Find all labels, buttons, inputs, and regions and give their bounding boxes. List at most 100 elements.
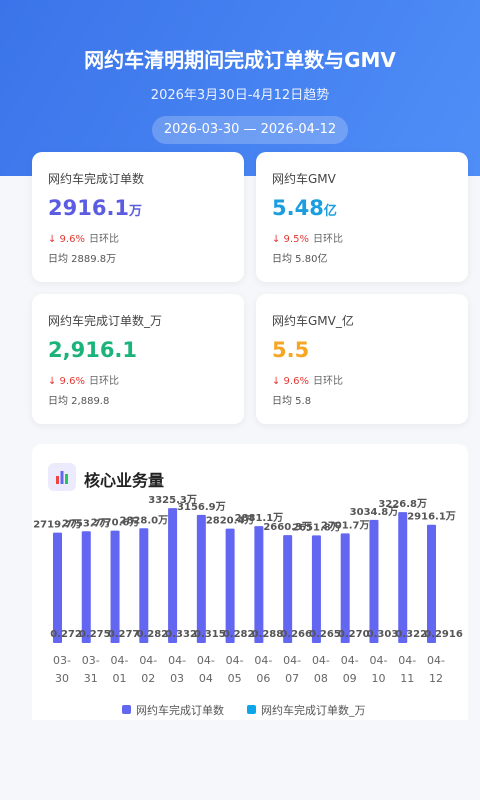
value-label: 0.2652: [309, 629, 348, 640]
kpi-average: 日均 5.8: [272, 396, 312, 407]
x-tick-label: 03-30: [53, 654, 71, 685]
bar: [168, 508, 178, 643]
value-label: 2651.8万: [292, 521, 341, 533]
value-label: 0.3035: [367, 629, 406, 640]
change-label: 日环比: [312, 234, 343, 245]
section-title: 核心业务量: [84, 471, 165, 490]
bar: [369, 519, 379, 643]
kpi-number: 2,916.1: [48, 338, 138, 362]
x-tick-label: 04-12: [427, 654, 445, 685]
change-value: ↓ 9.6%: [48, 234, 85, 245]
kpi-card: 网约车GMV_亿 5.5 ↓ 9.6% 日环比 日均 5.8: [256, 294, 468, 424]
chart-icon: [48, 463, 76, 491]
value-label: 3034.8万: [350, 506, 399, 518]
bar: [398, 512, 408, 643]
kpi-number: 2916.1: [48, 196, 130, 220]
kpi-label: 网约车GMV_亿: [272, 314, 354, 328]
value-label: 2753.7万: [62, 517, 111, 529]
x-tick-label: 03-31: [81, 654, 100, 685]
kpi-card: 网约车GMV 5.48亿 ↓ 9.5% 日环比日均 5.80亿: [256, 152, 468, 282]
chart-card: 核心业务量 2719.7万 0.2720 2753.7万 0.2753 2770.6万 0…: [32, 444, 468, 720]
x-tick-label: 04-06: [254, 654, 273, 685]
value-label: 0.2820: [223, 629, 262, 640]
bar: [254, 526, 264, 643]
header: [0, 0, 480, 176]
change-label: 日环比: [312, 376, 343, 387]
date-range[interactable]: 2026-03-30 — 2026-04-12: [152, 116, 348, 144]
kpi-card: 网约车完成订单数 2916.1万 ↓ 9.6% 日环比日均 2889.8万: [32, 152, 244, 282]
legend-label: 网约车完成订单数: [136, 704, 224, 717]
kpi-change: ↓ 9.6% 日环比: [48, 230, 119, 245]
value-label: 2820.4万: [206, 515, 255, 527]
x-tick-label: 04-07: [283, 654, 302, 685]
change-label: 日环比: [88, 234, 119, 245]
value-label: 2701.7万: [321, 519, 370, 531]
kpi-label: 网约车完成订单数_万: [48, 314, 163, 328]
kpi-average: 日均 2,889.8: [48, 396, 110, 407]
bar: [53, 532, 62, 643]
change-value: ↓ 9.6%: [272, 376, 309, 387]
value-label: 2770.6万: [91, 517, 140, 529]
change-label: 日环比: [88, 376, 119, 387]
legend-item: 网约车完成订单数: [122, 702, 224, 718]
x-tick-label: 04-04: [196, 654, 215, 685]
icon: [56, 471, 68, 484]
kpi-value: 5.48亿: [272, 196, 337, 220]
kpi-value: 5.5: [272, 338, 309, 362]
legend-label: 网约车完成订单数_万: [261, 704, 366, 717]
bar: [225, 528, 235, 643]
subtitle: 2026年3月30日-4月12日趋势: [150, 88, 330, 103]
kpi-label: 网约车完成订单数: [48, 172, 145, 186]
bar: [81, 531, 91, 643]
kpi-number: 5.48: [272, 196, 324, 220]
kpi-number: 5.5: [272, 338, 310, 362]
kpi-change: ↓ 9.5% 日环比: [272, 230, 343, 245]
value-label: 0.2753: [79, 629, 118, 640]
value-label: 3226.8万: [378, 498, 427, 510]
chart: 2719.7万 0.2720 2753.7万 0.2753 2770.6万 0.2771 2…: [33, 494, 463, 643]
change-value: ↓ 9.6%: [48, 376, 85, 387]
value-label: 0.2702: [338, 629, 377, 640]
value-label: 0.3157: [194, 629, 233, 640]
kpi-value: 2,916.1: [48, 338, 137, 362]
value-label: 2881.1万: [235, 512, 284, 524]
kpi-change: ↓ 9.6% 日环比: [272, 372, 343, 387]
bar: [110, 530, 120, 643]
kpi-label: 网约车GMV: [272, 172, 336, 186]
value-label: 2828.0万: [120, 514, 169, 526]
x-tick-label: 04-02: [139, 654, 158, 685]
x-tick-label: 04-11: [398, 654, 417, 685]
kpi-average: 日均 5.80亿: [272, 254, 328, 265]
legend-swatch: [247, 705, 256, 714]
value-label: 2916.1万: [407, 511, 456, 523]
change-value: ↓ 9.5%: [272, 234, 309, 245]
kpi-value: 2916.1万: [48, 196, 142, 220]
x-tick-label: 04-01: [110, 654, 129, 685]
value-label: 0.2771: [108, 629, 147, 640]
value-label: 3156.9万: [177, 501, 226, 513]
value-label: 0.2916: [424, 629, 463, 640]
x-tick-label: 04-08: [311, 654, 330, 685]
bar: [427, 524, 436, 643]
value-label: 0.3325: [165, 629, 204, 640]
value-label: 0.2720: [50, 629, 89, 640]
kpi-unit: 万: [129, 204, 143, 219]
value-label: 0.3227: [395, 629, 434, 640]
x-tick-label: 04-05: [225, 654, 244, 685]
kpi-change: ↓ 9.6% 日环比: [48, 372, 119, 387]
value-label: 3325.3万: [148, 494, 197, 506]
value-label: 2719.7万: [33, 519, 82, 531]
bar: [139, 528, 149, 643]
bar: [340, 533, 350, 643]
title: 网约车清明期间完成订单数与GMV: [84, 48, 396, 72]
value-label: 0.2660: [280, 629, 319, 640]
x-tick-label: 04-03: [168, 654, 187, 685]
x-tick-label: 04-10: [369, 654, 388, 685]
x-tick-label: 04-09: [340, 654, 359, 685]
bar: [311, 535, 321, 643]
bar: [196, 514, 206, 643]
kpi-card: 网约车完成订单数_万 2,916.1 ↓ 9.6% 日环比日均 2,889.8: [32, 294, 244, 424]
kpi-average: 日均 2889.8万: [48, 254, 117, 265]
legend-swatch: [122, 705, 131, 714]
